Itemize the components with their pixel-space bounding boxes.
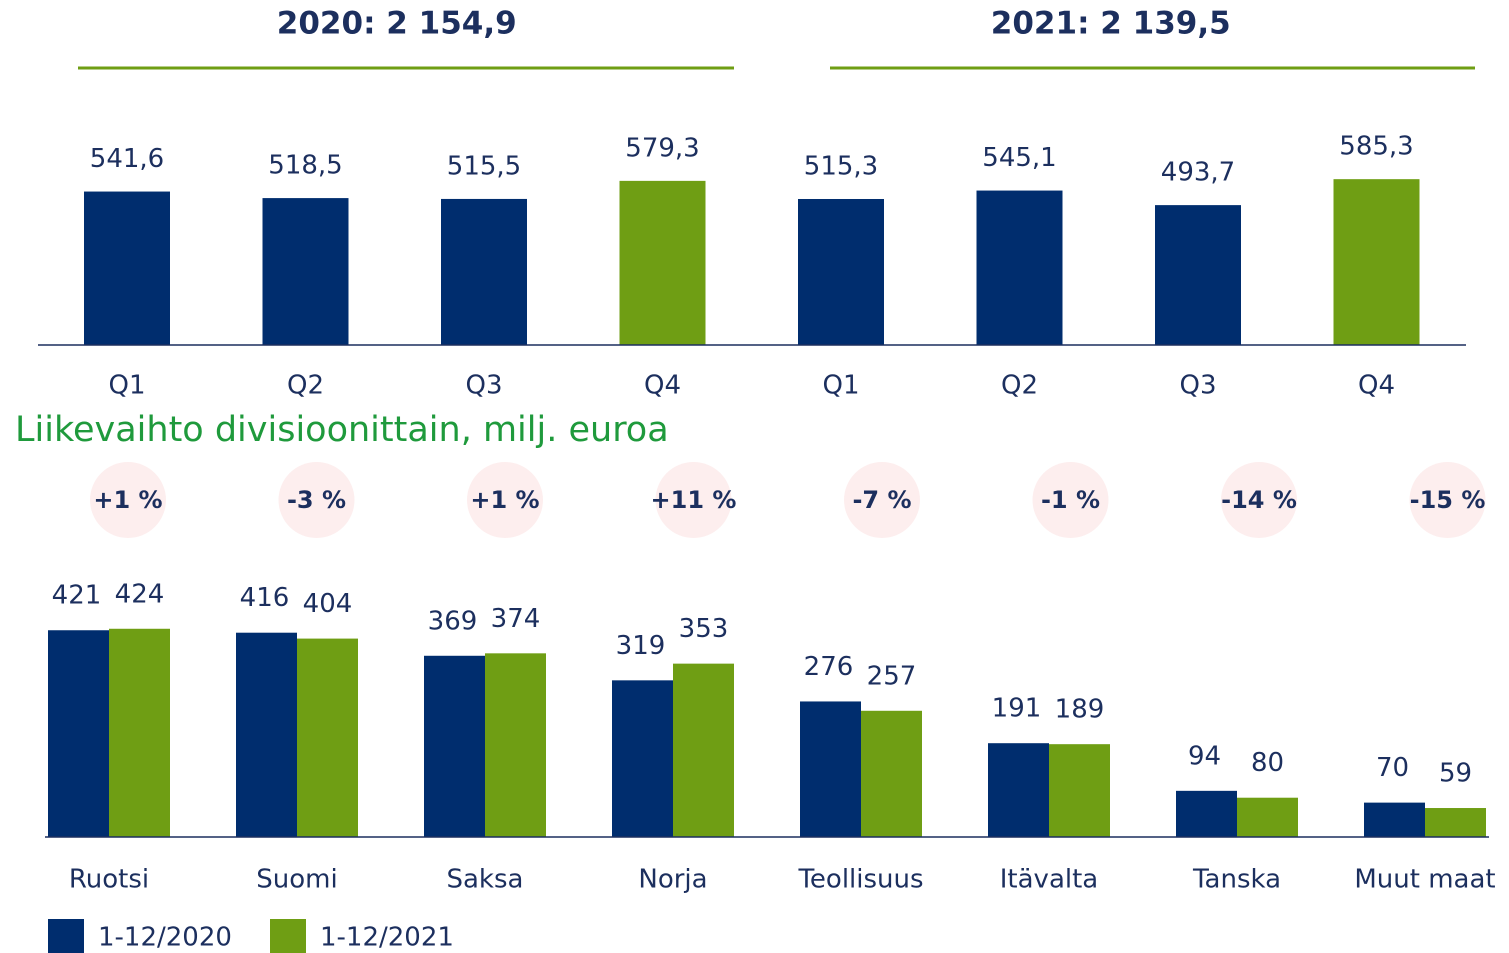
bar [485, 653, 546, 837]
value-label: 585,3 [1339, 132, 1413, 162]
x-tick-label: Q3 [1179, 371, 1216, 401]
bar [1425, 808, 1486, 837]
value-label: 276 [804, 652, 854, 682]
x-tick-label: Tanska [1192, 865, 1281, 895]
x-tick-label: Teollisuus [797, 865, 923, 895]
x-tick-label: Itävalta [1000, 865, 1098, 895]
chart-title: Liikevaihto divisioonittain, milj. euroa [15, 410, 669, 450]
bar [619, 180, 706, 345]
value-label: 545,1 [982, 143, 1056, 173]
x-tick-label: Suomi [256, 865, 337, 895]
value-label: 404 [303, 589, 353, 619]
value-label: 59 [1439, 759, 1472, 789]
bar [297, 638, 358, 837]
bar [1049, 744, 1110, 837]
bar [84, 191, 170, 345]
x-tick-label: Q1 [822, 371, 859, 401]
value-label: 94 [1188, 741, 1221, 771]
value-label: 319 [616, 631, 666, 661]
value-label: 493,7 [1161, 158, 1235, 188]
value-label: 518,5 [268, 151, 342, 181]
x-tick-label: Saksa [447, 865, 524, 895]
value-label: 257 [867, 661, 917, 691]
group-label: 2021: 2 139,5 [991, 6, 1231, 42]
bar [109, 628, 170, 837]
change-badge [1221, 462, 1297, 538]
value-label: 191 [992, 694, 1042, 724]
bar [798, 198, 884, 345]
bar [1333, 179, 1420, 345]
value-label: 579,3 [625, 133, 699, 163]
change-badge [278, 462, 355, 538]
bar [673, 663, 734, 837]
value-label: 353 [679, 614, 729, 644]
change-badge [844, 462, 920, 538]
bar [236, 632, 297, 837]
bar [1364, 802, 1425, 837]
value-label: 416 [240, 583, 290, 613]
change-label: -15 % [1410, 486, 1486, 514]
value-label: 515,5 [447, 151, 521, 181]
x-tick-label: Muut maat [1354, 865, 1495, 895]
value-label: 421 [52, 581, 102, 611]
bar [976, 190, 1063, 345]
bar [861, 710, 922, 837]
x-tick-label: Q4 [644, 371, 681, 401]
change-badge [1409, 462, 1486, 538]
x-tick-label: Q2 [287, 371, 324, 401]
change-label: -7 % [852, 486, 911, 514]
bar [800, 701, 861, 837]
change-label: -1 % [1041, 486, 1100, 514]
x-tick-label: Ruotsi [69, 865, 149, 895]
bar [988, 743, 1049, 837]
bar [262, 198, 349, 345]
x-tick-label: Norja [638, 865, 707, 895]
value-label: 70 [1376, 753, 1409, 783]
change-label: -3 % [287, 486, 346, 514]
change-badge [655, 462, 732, 538]
change-label: +11 % [651, 486, 737, 514]
change-badge [90, 462, 166, 538]
value-label: 424 [115, 579, 165, 609]
x-tick-label: Q1 [108, 371, 145, 401]
bar [1237, 797, 1298, 837]
value-label: 80 [1251, 748, 1284, 778]
group-label: 2020: 2 154,9 [277, 6, 517, 42]
bar [1155, 205, 1241, 345]
bar [424, 655, 485, 837]
legend-swatch [48, 919, 84, 953]
value-label: 369 [428, 606, 478, 636]
value-label: 515,3 [804, 151, 878, 181]
change-badge [467, 462, 543, 538]
change-badge [1032, 462, 1109, 538]
value-label: 374 [491, 604, 541, 634]
value-label: 189 [1055, 695, 1105, 725]
x-tick-label: Q3 [465, 371, 502, 401]
value-label: 541,6 [90, 144, 164, 174]
bar [1176, 790, 1237, 837]
legend-label: 1-12/2020 [98, 923, 232, 953]
change-label: +1 % [93, 486, 162, 514]
legend-swatch [270, 919, 306, 953]
x-tick-label: Q4 [1358, 371, 1395, 401]
bar [612, 680, 673, 837]
change-label: +1 % [470, 486, 539, 514]
bar [48, 630, 109, 837]
change-label: -14 % [1221, 486, 1297, 514]
x-tick-label: Q2 [1001, 371, 1038, 401]
legend-label: 1-12/2021 [320, 923, 454, 953]
bar [441, 198, 527, 345]
